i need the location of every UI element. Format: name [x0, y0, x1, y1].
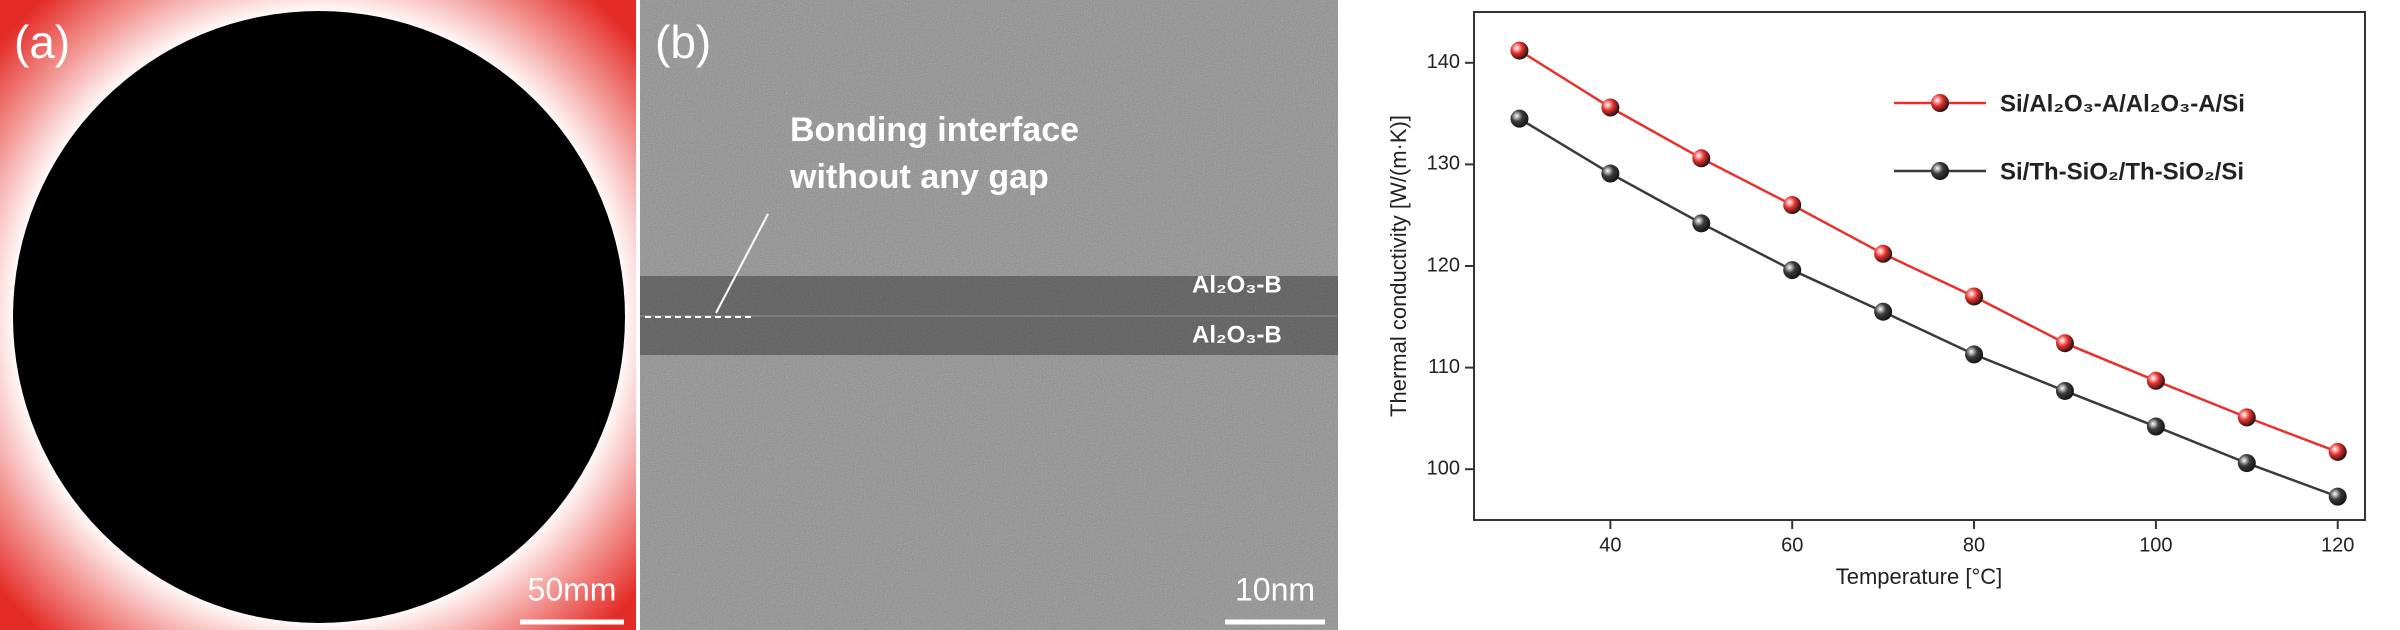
y-tick-label: 140 — [1427, 51, 1460, 73]
data-point — [1874, 244, 1893, 263]
data-point — [2328, 442, 2347, 461]
plot-frame — [1473, 11, 2366, 521]
tem-noise — [640, 0, 1338, 630]
legend-label: Si/Al₂O₃-A/Al₂O₃-A/Si — [2000, 90, 2245, 117]
data-point — [1692, 149, 1711, 168]
annotation: without any gap — [789, 158, 1049, 196]
legend-label: Si/Th-SiO₂/Th-SiO₂/Si — [2000, 158, 2244, 185]
wafer — [13, 11, 625, 623]
data-point — [2146, 371, 2165, 390]
x-tick-label: 100 — [2139, 534, 2172, 556]
annotation: Bonding interface — [790, 111, 1079, 149]
legend-marker — [1931, 94, 1949, 112]
data-point — [1965, 345, 1984, 364]
leader-line — [715, 213, 769, 314]
data-point — [1874, 302, 1893, 321]
data-point — [1510, 41, 1529, 60]
x-tick-label: 120 — [2321, 534, 2354, 556]
data-point — [1965, 287, 1984, 306]
data-point — [2237, 408, 2256, 427]
data-point — [2055, 334, 2074, 353]
panel-label: (b) — [655, 16, 711, 68]
legend-marker — [1931, 162, 1949, 180]
y-tick-label: 120 — [1427, 254, 1460, 276]
series-line — [1518, 49, 2339, 454]
y-tick-label: 110 — [1428, 356, 1460, 378]
data-point — [2237, 454, 2256, 473]
bonding-layer — [640, 276, 1338, 355]
data-point — [1601, 98, 1620, 117]
data-point — [1783, 196, 1802, 215]
panel-label: (a) — [14, 16, 70, 68]
x-axis-label: Temperature [°C] — [1836, 564, 2003, 589]
data-point — [1783, 261, 1802, 280]
x-tick-label: 40 — [1599, 534, 1621, 556]
data-point — [2055, 381, 2074, 400]
y-axis-label: Thermal conductivity [W/(m·K)] — [1386, 115, 1411, 417]
layer-label: Al₂O₃-B — [1192, 321, 1282, 348]
x-tick-label: 80 — [1963, 534, 1985, 556]
data-point — [2146, 417, 2165, 436]
data-point — [1692, 214, 1711, 233]
data-point — [1601, 164, 1620, 183]
series-line — [1518, 117, 2339, 498]
layer-label: Al₂O₃-B — [1192, 271, 1282, 298]
scale-bar-label: 50mm — [528, 571, 617, 607]
data-point — [2328, 487, 2347, 506]
data-point — [1510, 109, 1529, 128]
x-tick-label: 60 — [1781, 534, 1803, 556]
scale-bar-label: 10nm — [1235, 571, 1315, 607]
y-tick-label: 100 — [1427, 457, 1460, 479]
y-tick-label: 130 — [1427, 153, 1460, 175]
